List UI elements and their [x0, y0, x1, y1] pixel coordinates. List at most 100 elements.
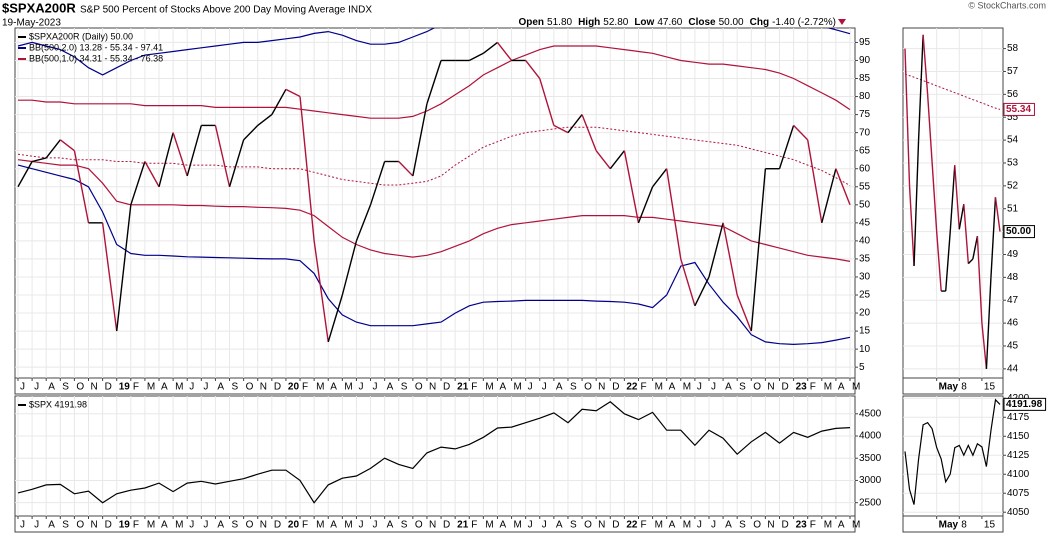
- price-segment: [985, 277, 992, 369]
- x-tick-label: A: [217, 520, 224, 531]
- x-tick-label: N: [429, 382, 436, 393]
- price-segment: [990, 197, 997, 278]
- x-tick-label: S: [739, 520, 746, 531]
- down-triangle: [838, 19, 846, 25]
- x-tick-label: D: [274, 382, 281, 393]
- x-tick-label: J: [20, 382, 25, 393]
- y-tick-label: 3000: [859, 475, 882, 486]
- price-segment: [963, 204, 970, 264]
- x-tick-label: M: [655, 520, 663, 531]
- price-segment: [299, 96, 315, 241]
- x-tick-label: May: [939, 520, 959, 531]
- x-tick-label: S: [62, 520, 69, 531]
- x-tick-label: S: [232, 520, 239, 531]
- x-tick-label: J: [358, 520, 363, 531]
- y-tick-label: 45: [859, 217, 871, 228]
- x-tick-label: O: [584, 382, 592, 393]
- price-segment: [821, 168, 837, 224]
- x-tick-label: O: [246, 382, 254, 393]
- x-tick-label: J: [542, 520, 547, 531]
- y-tick-label: 4150: [1007, 431, 1030, 442]
- y-tick-label: 45: [1007, 341, 1019, 352]
- price-segment: [967, 258, 974, 265]
- price-segment: [243, 124, 259, 141]
- price-segment: [807, 139, 823, 223]
- x-tick-label: F: [133, 382, 139, 393]
- legend-label: $SPXA200R (Daily) 50.00: [29, 31, 133, 41]
- x-tick-label: 20: [288, 520, 300, 531]
- price-segment: [369, 161, 386, 206]
- x-tick-label: M: [344, 382, 352, 393]
- x-tick-label: M: [485, 520, 493, 531]
- price-segment: [313, 240, 329, 343]
- x-tick-label: J: [528, 520, 533, 531]
- band-middle: [17, 126, 851, 186]
- price-segment: [954, 165, 960, 230]
- x-tick-label: J: [358, 382, 363, 393]
- price-segment: [708, 222, 724, 278]
- x-axis-band: [902, 515, 1004, 533]
- y-tick-label: 90: [859, 55, 871, 66]
- x-tick-label: A: [556, 520, 563, 531]
- x-tick-label: 15: [984, 520, 996, 531]
- legend-label: $SPX 4191.98: [29, 399, 87, 409]
- plot: [904, 34, 1001, 369]
- x-tick-label: 22: [626, 520, 638, 531]
- x-tick-label: S: [232, 382, 239, 393]
- x-tick-label: F: [133, 520, 139, 531]
- x-tick-label: O: [76, 382, 84, 393]
- x-tick-label: O: [753, 520, 761, 531]
- x-tick-label: 21: [457, 382, 469, 393]
- y-tick-label: 46: [1007, 318, 1019, 329]
- price-segment: [931, 162, 938, 232]
- x-tick-label: D: [612, 520, 619, 531]
- y-tick-label: 20: [859, 308, 871, 319]
- x-tick-label: A: [48, 382, 55, 393]
- price-segment: [355, 204, 372, 242]
- x-tick-label: J: [528, 382, 533, 393]
- y-tick-label: 47: [1007, 295, 1019, 306]
- price-segment: [976, 236, 983, 324]
- x-tick-label: D: [612, 382, 619, 393]
- price-segment: [116, 204, 132, 332]
- x-tick-label: J: [711, 520, 716, 531]
- x-tick-label: A: [669, 382, 676, 393]
- x-tick-label: S: [570, 520, 577, 531]
- x-tick-label: N: [767, 520, 774, 531]
- x-tick-label: 21: [457, 520, 469, 531]
- x-tick-label: J: [189, 382, 194, 393]
- x-tick-label: F: [640, 382, 646, 393]
- price-segment: [623, 150, 640, 223]
- price-line: [904, 398, 1001, 505]
- quote-value: 52.80: [603, 17, 628, 28]
- x-tick-label: F: [302, 520, 308, 531]
- quote-value: -1.40 (-2.72%): [772, 17, 836, 28]
- x-tick-label: A: [669, 520, 676, 531]
- x-tick-label: N: [260, 520, 267, 531]
- x-tick-label: A: [161, 382, 168, 393]
- price-segment: [214, 125, 231, 187]
- price-segment: [750, 168, 767, 332]
- x-tick-label: F: [810, 520, 816, 531]
- y-tick-label: 5: [859, 362, 865, 373]
- quote-value: 50.00: [719, 17, 744, 28]
- price-segment: [17, 161, 33, 188]
- y-tick-label: 30: [859, 272, 871, 283]
- quote-label: Open: [518, 17, 544, 28]
- price-segment: [327, 294, 344, 343]
- x-tick-label: N: [91, 382, 98, 393]
- price-segment: [101, 222, 118, 332]
- x-tick-label: J: [697, 382, 702, 393]
- price-segment: [186, 125, 202, 177]
- x-tick-label: M: [316, 520, 324, 531]
- x-tick-label: A: [387, 520, 394, 531]
- y-tick-label: 35: [859, 254, 871, 265]
- quote-label: High: [578, 17, 600, 28]
- x-tick-label: 8: [961, 520, 967, 531]
- x-tick-label: J: [203, 382, 208, 393]
- plot: [17, 28, 851, 346]
- price-segment: [172, 132, 188, 177]
- price-segment: [949, 165, 956, 232]
- price-segment: [482, 41, 498, 54]
